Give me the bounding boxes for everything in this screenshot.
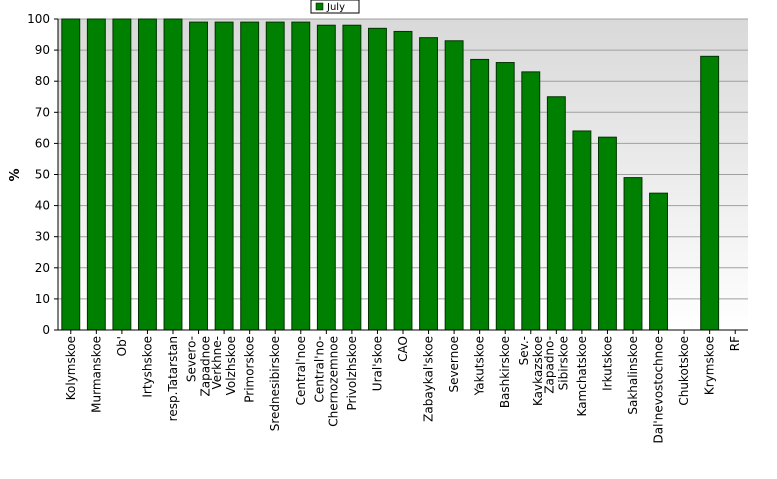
y-tick-label: 100 [27, 12, 50, 26]
bar-dal-nevostochnoe [649, 192, 668, 331]
legend-label: July [326, 2, 345, 13]
x-tick-label: Severo-Zapadnoe [185, 336, 213, 397]
x-tick-label: Primorskoe [243, 336, 257, 403]
y-tick-label: 90 [35, 43, 50, 57]
bar-sev-kavkazskoe [521, 71, 541, 331]
bar-krymskoe [700, 55, 720, 331]
bar-cao [393, 30, 413, 331]
bar-kolymskoe [61, 18, 81, 331]
bar-central-no-chernozemnoe [316, 24, 336, 331]
x-tick-label: Kamchatskoe [575, 336, 589, 416]
bar-privolzhskoe [342, 24, 362, 331]
bar-ob- [112, 18, 132, 331]
x-tick-label: Severnoe [447, 336, 461, 393]
bar-sakhalinskoe [623, 177, 643, 331]
x-tick-label: resp.Tatarstan [166, 336, 180, 421]
bar-zapadno-sibirskoe [546, 96, 566, 331]
legend: July [310, 0, 360, 14]
bar-kamchatskoe [572, 130, 592, 331]
y-tick-label: 20 [35, 261, 50, 275]
bar-severo-zapadnoe [189, 21, 209, 331]
x-tick-label: Ural'skoe [370, 336, 384, 391]
legend-swatch [315, 2, 324, 11]
bar-ural-skoe [368, 27, 387, 331]
bar-irkutskoe [598, 136, 617, 331]
bar-zabaykal-skoe [419, 37, 439, 331]
x-tick-label: Sev.-Kavkazskoe [517, 336, 545, 406]
bar-primorskoe [240, 21, 260, 331]
x-tick-label: CAO [396, 336, 410, 362]
y-tick-label: 30 [35, 230, 50, 244]
x-tick-label: Irtyshskoe [140, 336, 154, 398]
bar-central-noe [291, 21, 311, 331]
bar-bashkirskoe [495, 62, 515, 331]
y-tick-label: 40 [35, 199, 50, 213]
x-tick-label: Dal'nevostochnoe [652, 336, 666, 444]
y-tick-label: 50 [35, 168, 50, 182]
x-tick-label: Krymskoe [703, 336, 717, 395]
x-tick-label: Central'noe [294, 336, 308, 405]
x-tick-label: Verkhne-Volzhskoe [210, 336, 238, 395]
y-tick-label: 0 [42, 323, 50, 337]
x-tick-label: Central'no-Chernozemnoe [312, 336, 340, 427]
x-tick-label: Privolzhskoe [345, 336, 359, 410]
x-tick-label: Irkutskoe [600, 336, 614, 391]
bar-srednesibirskoe [265, 21, 285, 331]
x-tick-label: Ob' [115, 336, 129, 356]
bar-severnoe [444, 40, 464, 331]
x-tick-label: Murmanskoe [89, 336, 103, 413]
bar-resp-tatarstan [163, 18, 183, 331]
x-tick-label: Yakutskoe [473, 336, 487, 396]
bar-verkhne-volzhskoe [214, 21, 234, 331]
y-tick-label: 80 [35, 74, 50, 88]
x-tick-label: Zapadno-Sibirskoe [542, 336, 570, 394]
x-tick-label: Chukotskoe [677, 336, 691, 406]
y-tick-label: 10 [35, 292, 50, 306]
y-tick-label: 60 [35, 136, 50, 150]
x-tick-label: RF [728, 336, 742, 351]
y-axis-title: % [8, 168, 23, 181]
x-tick-label: Kolymskoe [64, 336, 78, 400]
x-tick-label: Bashkirskoe [498, 336, 512, 408]
x-tick-label: Srednesibirskoe [268, 336, 282, 431]
x-tick-label: Sakhalinskoe [626, 336, 640, 415]
bar-yakutskoe [470, 58, 490, 331]
x-tick-label: Zabaykal'skoe [422, 336, 436, 422]
y-tick-label: 70 [35, 105, 50, 119]
bar-irtyshskoe [138, 18, 157, 331]
bar-murmanskoe [86, 18, 106, 331]
